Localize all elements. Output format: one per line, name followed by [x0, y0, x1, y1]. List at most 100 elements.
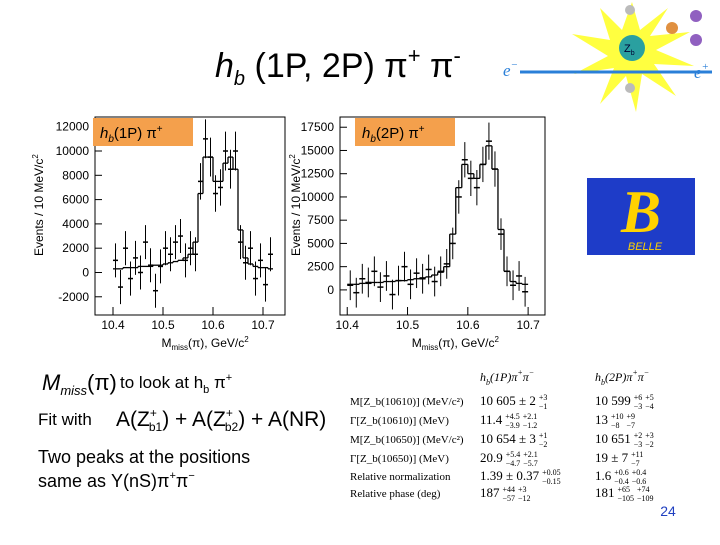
label-box: [93, 118, 193, 146]
cell-error-up: +0.05: [542, 468, 561, 477]
row-label: Relative normalization: [350, 471, 451, 483]
label-part: miss: [422, 343, 438, 352]
cell-error-down: −8: [611, 421, 620, 430]
label-box: [355, 118, 455, 146]
header-part: h: [595, 370, 601, 384]
header-part: π: [638, 370, 645, 384]
title-part: h: [215, 47, 234, 85]
y-tick-label: 4000: [62, 217, 89, 231]
zb-circle: [619, 35, 645, 61]
y-tick-label: 17500: [301, 120, 335, 134]
label-part: 2: [288, 154, 297, 159]
belle-logo: B BELLE: [587, 178, 695, 255]
x-tick-label: 10.4: [336, 318, 360, 332]
y-tick-label: 15000: [301, 143, 335, 157]
label-part: miss: [172, 343, 188, 352]
text-part: (π): [87, 370, 117, 395]
cell-error-down: −12: [518, 494, 531, 503]
text-part: π: [209, 373, 225, 392]
cell-error-up: +9: [627, 412, 636, 421]
results-table: hb(1P)π+π− hb(2P)π+π−M[Z_b(10610)] (MeV/c…: [350, 368, 654, 503]
y-tick-label: -2000: [58, 290, 89, 304]
header-part: +: [517, 368, 522, 377]
cell-error-up: +0.6: [614, 468, 629, 477]
cell-main: 1.39 ± 0.37: [480, 468, 540, 483]
e-plus: e+: [694, 61, 709, 82]
y-tick-label: 2500: [307, 260, 334, 274]
plot-frame: [339, 116, 546, 316]
cell-main: 20.9: [480, 450, 503, 465]
zb-text: Z: [624, 43, 631, 55]
cell-error-down: −1.2: [523, 421, 538, 430]
particle: [666, 22, 678, 34]
title-part: -: [454, 43, 461, 68]
text-part: +: [226, 406, 233, 420]
label-part: b: [370, 134, 376, 145]
cell-error-up: +0.4: [632, 468, 647, 477]
cell-error-down: −0.6: [632, 477, 647, 486]
cell-main: 13: [595, 412, 608, 427]
label-part: 2: [31, 154, 40, 159]
cell-error-down: −7: [631, 459, 640, 468]
header-part: π: [523, 370, 530, 384]
particle: [625, 5, 635, 15]
y-tick-label: 0: [327, 283, 334, 297]
slide-title: hb (1P, 2P) π+ π-: [215, 43, 461, 90]
text-part: same as Υ(nS)π: [38, 471, 169, 491]
label-part: M: [162, 336, 172, 350]
particle: [690, 34, 702, 46]
header-part: h: [480, 370, 486, 384]
y-axis-label: Events / 10 MeV/c2: [31, 154, 46, 256]
e-text: e: [503, 61, 511, 80]
label-part: +: [157, 124, 163, 135]
cell-error-down: −2: [539, 440, 548, 449]
header-part: b: [486, 378, 490, 387]
plot-frame: [94, 116, 286, 316]
cell-error-down: −2: [645, 440, 654, 449]
e-text: −: [511, 59, 518, 71]
cell-error-up: +11: [631, 450, 643, 459]
text-part: miss: [60, 383, 87, 398]
label-part: (π), GeV/c: [188, 336, 244, 350]
cell-error-down: −3.9: [505, 421, 520, 430]
header-part: −: [644, 368, 649, 377]
look-text: to look at hb π+: [120, 372, 232, 396]
header-part: +: [632, 368, 637, 377]
row-label: Γ[Z_b(10650)] (MeV): [350, 453, 449, 465]
row-label: Relative phase (deg): [350, 488, 441, 500]
chart: -2000 0 2000 4000 6000 8000 10000 12000 10.4 10.5…: [31, 116, 286, 352]
peaks-line1: Two peaks at the positions: [38, 447, 250, 467]
y-tick-label: 2000: [62, 241, 89, 255]
x-axis-label: Mmiss(π), GeV/c2: [162, 335, 250, 352]
y-axis-label: Events / 10 MeV/c2: [288, 154, 303, 256]
cell-main: 10 651: [595, 431, 631, 446]
zb-text: b: [631, 50, 635, 57]
text-part: A(Z: [116, 408, 150, 431]
row-label: Γ[Z_b(10610)] (MeV): [350, 415, 449, 427]
logo-box: [587, 178, 695, 255]
cell-error-up: +2.1: [523, 450, 538, 459]
chart-label: hb(2P) π+: [362, 124, 425, 145]
cell-error-up: +65: [618, 485, 631, 494]
text-part: b1: [149, 420, 163, 434]
label-part: h: [100, 125, 108, 142]
e-minus: e−: [503, 59, 518, 80]
cell-error-down: −3: [634, 402, 643, 411]
peaks-line2: same as Υ(nS)π+π−: [38, 470, 195, 491]
cell-error-up: +5.4: [506, 450, 521, 459]
cell-error-up: +74: [637, 485, 650, 494]
page-number: 24: [660, 503, 676, 519]
cell-main: 19 ± 7: [595, 450, 629, 465]
title-part: (1P, 2P) π: [245, 47, 408, 85]
label-part: (π), GeV/c: [438, 336, 494, 350]
e-text: +: [702, 61, 709, 73]
label-part: +: [419, 124, 425, 135]
cell-error-up: +3: [645, 431, 654, 440]
cell-error-down: −4.7: [506, 459, 521, 468]
cell-error-down: −3: [634, 440, 643, 449]
cell-error-down: −0.4: [614, 477, 629, 486]
x-tick-label: 10.6: [201, 318, 225, 332]
text-part: π: [176, 471, 188, 491]
y-tick-label: 10000: [56, 144, 90, 158]
